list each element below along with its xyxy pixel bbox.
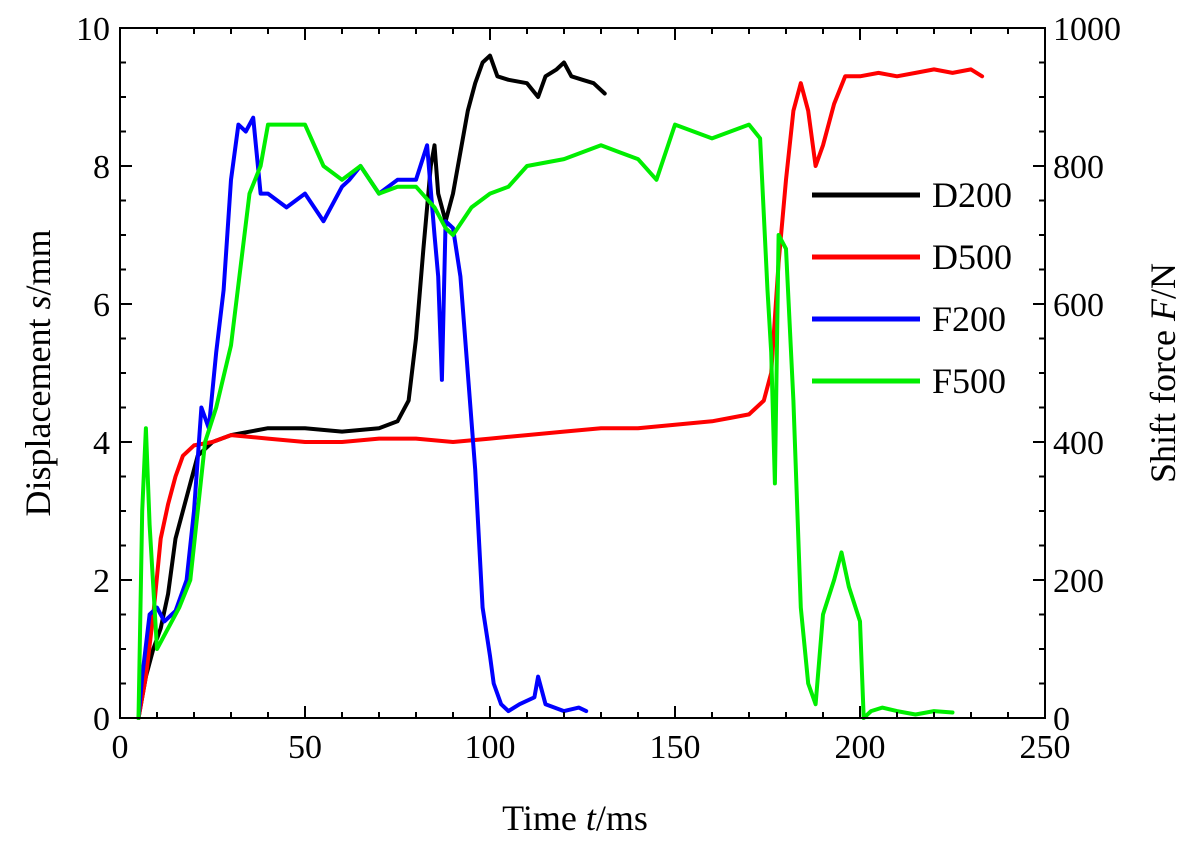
y-axis-left-title-var: s [18,296,58,310]
y-axis-right-title: Shift force F/N [1143,263,1183,483]
y2-tick-label: 1000 [1053,11,1121,48]
y-axis-left-title-prefix: Displacement [18,310,58,517]
legend-label: D500 [932,237,1012,277]
x-tick-label: 100 [465,729,516,766]
y2-tick-label: 800 [1053,149,1104,186]
y-axis-right-title-prefix: Shift force [1143,321,1183,483]
series-line-d200 [136,53,607,720]
series-line-f200 [136,115,589,720]
series-line-d500 [136,67,985,720]
y-axis-left-ticks: 0 2 4 6 8 10 [76,11,132,738]
x-axis-title-prefix: Time [502,798,586,838]
x-tick-label: 150 [650,729,701,766]
y2-tick-label: 0 [1053,701,1070,738]
x-axis-title-var: t [586,798,597,838]
y-tick-label: 0 [93,701,110,738]
legend-label: F200 [932,299,1006,339]
series-layer [136,53,985,720]
axes [119,27,1046,719]
legend-label: F500 [932,361,1006,401]
legend: D200 D500 F200 F500 [812,175,1012,401]
x-axis-title-unit: /ms [596,798,648,838]
y-axis-left-title: Displacement s/mm [18,230,58,517]
y-axis-left-title-unit: /mm [18,230,58,296]
y-axis-right-title-unit: /N [1143,263,1183,299]
x-axis-ticks: 0 50 100 150 200 250 [112,28,1071,766]
series-line-f500 [136,122,955,720]
y-tick-label: 4 [93,425,110,462]
y-axis-right-ticks: 0 200 400 600 800 1000 [1033,11,1121,738]
x-tick-label: 250 [1020,729,1071,766]
y2-tick-label: 200 [1053,563,1104,600]
plot-frame [119,27,1046,719]
y-axis-right-title-var: F [1143,298,1183,322]
legend-label: D200 [932,175,1012,215]
y-tick-label: 6 [93,287,110,324]
x-tick-label: 50 [288,729,322,766]
y-tick-label: 2 [93,563,110,600]
y-tick-label: 8 [93,149,110,186]
x-tick-label: 200 [835,729,886,766]
x-axis-title: Time t/ms [502,798,648,838]
y2-tick-label: 600 [1053,287,1104,324]
x-tick-label: 0 [112,729,129,766]
y-tick-label: 10 [76,11,110,48]
y2-tick-label: 400 [1053,425,1104,462]
